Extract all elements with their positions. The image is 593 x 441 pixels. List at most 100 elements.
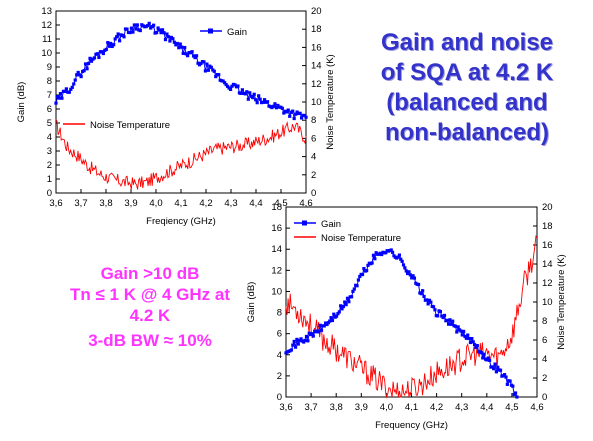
y-tick-label: 0 xyxy=(277,392,282,403)
gain-point xyxy=(76,70,80,75)
gain-point xyxy=(251,96,255,100)
gain-point xyxy=(293,345,298,349)
gain-point xyxy=(504,375,508,379)
gain-point xyxy=(310,332,314,336)
legend-noise-label: Noise Temperature xyxy=(90,120,170,131)
gain-point xyxy=(340,307,344,311)
gain-point xyxy=(482,352,486,356)
gain-point xyxy=(115,35,119,39)
gain-point xyxy=(347,300,351,304)
y-tick-label: 2 xyxy=(277,371,282,382)
gain-point xyxy=(288,114,292,118)
gain-point xyxy=(505,382,509,386)
gain-point xyxy=(147,21,151,25)
gain-point xyxy=(118,39,122,43)
legend-gain-label: Gain xyxy=(321,219,341,230)
gain-point xyxy=(407,270,411,274)
x-tick-label: 4,4 xyxy=(249,198,262,209)
gain-point xyxy=(214,74,218,79)
gain-point xyxy=(396,255,400,259)
y2-tick-label: 0 xyxy=(542,392,547,403)
gain-point xyxy=(129,26,134,30)
y2-tick-label: 6 xyxy=(542,335,547,346)
gain-point xyxy=(101,51,105,56)
gain-point xyxy=(449,322,453,326)
gain-point xyxy=(442,313,447,318)
x-tick-label: 4,5 xyxy=(505,402,518,413)
summary-text: Gain >10 dB Tn ≤ 1 K @ 4 GHz at 4.2 K 3-… xyxy=(30,263,270,351)
y2-tick-label: 16 xyxy=(311,42,322,53)
gain-point xyxy=(358,274,362,279)
gain-point xyxy=(217,73,221,77)
y-tick-label: 13 xyxy=(41,6,52,17)
gain-point xyxy=(246,97,250,101)
gain-point xyxy=(479,351,483,355)
gain-point xyxy=(289,348,294,352)
gain-point xyxy=(334,314,339,318)
gain-point xyxy=(175,41,179,46)
gain-point xyxy=(221,79,225,83)
y2-axis-label: Noise Temperature (K) xyxy=(325,54,336,149)
gain-point xyxy=(438,309,443,314)
gain-point xyxy=(470,337,474,341)
gain-point xyxy=(79,75,83,79)
gain-point xyxy=(384,251,388,255)
gain-point xyxy=(445,318,449,322)
gain-point xyxy=(100,50,104,54)
gain-point xyxy=(199,61,203,66)
gain-point xyxy=(344,303,348,307)
title-line: Gain and noise xyxy=(380,29,554,56)
gain-point xyxy=(181,51,185,55)
gain-point xyxy=(162,31,166,35)
gain-point xyxy=(128,30,132,35)
gain-point xyxy=(72,82,76,86)
legend-gain-marker xyxy=(302,220,307,226)
gain-point xyxy=(481,356,485,360)
x-tick-label: 3,6 xyxy=(49,198,62,209)
y2-tick-label: 10 xyxy=(542,297,553,308)
gain-point xyxy=(163,37,168,42)
gain-point xyxy=(492,367,496,371)
gain-point xyxy=(422,294,426,299)
gain-point xyxy=(462,329,466,333)
gain-point xyxy=(172,40,176,44)
gain-point xyxy=(304,115,308,119)
gain-point xyxy=(429,300,433,304)
gain-point xyxy=(243,92,247,96)
gain-point xyxy=(408,273,412,277)
gain-point xyxy=(371,253,376,257)
gain-point xyxy=(177,46,181,50)
gain-point xyxy=(202,60,206,64)
gain-point xyxy=(370,261,374,265)
gain-point xyxy=(131,30,135,34)
gain-point xyxy=(171,37,175,41)
title-line: (balanced and xyxy=(386,89,548,116)
gain-point xyxy=(112,43,116,47)
gain-point xyxy=(380,252,384,257)
gain-point xyxy=(411,274,415,278)
y2-tick-label: 10 xyxy=(311,97,322,108)
gain-point xyxy=(180,45,184,49)
x-tick-label: 3,8 xyxy=(99,198,112,209)
gain-point xyxy=(291,343,295,347)
gain-point xyxy=(274,106,279,110)
gain-point xyxy=(282,111,286,115)
gain-point xyxy=(351,289,355,293)
y2-tick-label: 4 xyxy=(311,152,316,163)
y2-tick-label: 12 xyxy=(542,278,553,289)
gain-point xyxy=(285,110,289,114)
gain-point xyxy=(425,298,429,302)
gain-point xyxy=(406,271,410,276)
gain-point xyxy=(317,330,321,334)
gain-point xyxy=(236,84,240,88)
gain-point xyxy=(389,248,393,252)
gain-point xyxy=(302,340,306,344)
y2-tick-label: 2 xyxy=(542,373,547,384)
x-tick-label: 4,1 xyxy=(174,198,187,209)
gain-point xyxy=(475,344,479,348)
gain-point xyxy=(419,292,423,296)
gain-point xyxy=(467,336,471,341)
gain-point xyxy=(329,316,333,320)
gain-point xyxy=(262,98,267,102)
gain-point xyxy=(345,296,350,300)
